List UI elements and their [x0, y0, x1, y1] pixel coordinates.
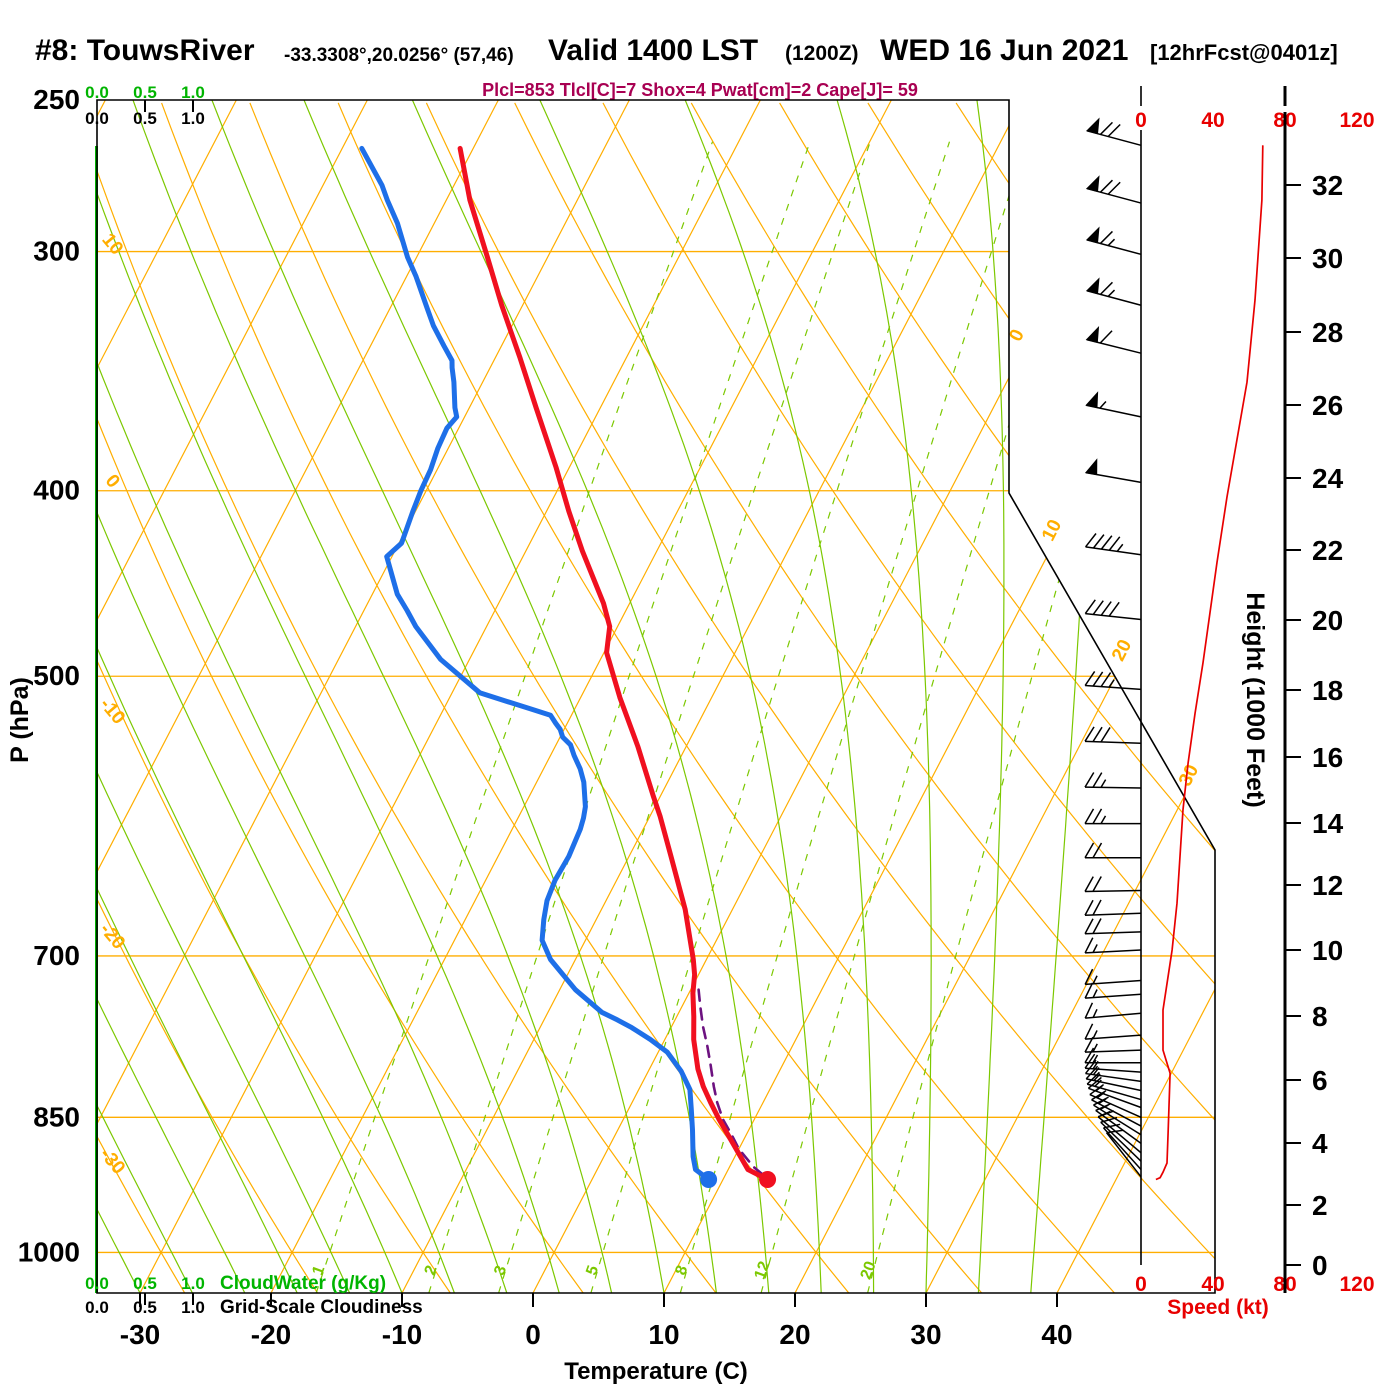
height-tick-label: 8	[1312, 1001, 1328, 1032]
wind-barbs	[1084, 117, 1142, 1178]
height-axis-title: Height (1000 Feet)	[1241, 592, 1269, 807]
valid-time: Valid 1400 LST	[548, 34, 759, 67]
pressure-tick-label: 400	[33, 475, 80, 506]
speed-tick-label: 120	[1339, 1273, 1374, 1296]
temperature-curve	[457, 145, 771, 1182]
isotherm-label: 30	[1175, 761, 1203, 789]
cloud-scale-tick-label: 0.5	[133, 1274, 157, 1293]
speed-tick-label: 0	[1135, 109, 1147, 132]
cloud-scale-tick-label: 0.0	[85, 83, 109, 102]
parcel-path-curve	[697, 988, 766, 1178]
valid-date: WED 16 Jun 2021	[880, 34, 1129, 67]
mixing-ratio-lines	[315, 141, 1186, 1293]
height-tick-label: 6	[1312, 1065, 1328, 1096]
wind-speed-profile	[1155, 145, 1264, 1181]
dry-adiabat-label: 0	[101, 471, 124, 493]
height-tick-label: 18	[1312, 675, 1343, 706]
height-tick-label: 10	[1312, 935, 1343, 966]
station-title: #8: TouwsRiver	[35, 34, 255, 67]
cloud-scale-tick-label: 0.5	[133, 83, 157, 102]
cloud-scale-tick-label: 0.5	[133, 109, 157, 128]
valid-zulu: (1200Z)	[785, 42, 859, 65]
temperature-tick-label: 0	[525, 1319, 541, 1350]
pressure-tick-label: 500	[33, 660, 80, 691]
skewt-grid	[97, 100, 1215, 1293]
dry-adiabat-label: -20	[95, 919, 129, 954]
height-tick-label: 32	[1312, 170, 1343, 201]
temperature-tick-label: -20	[251, 1319, 291, 1350]
mixing-ratio-label: 20	[858, 1259, 880, 1282]
height-tick-label: 16	[1312, 742, 1343, 773]
height-tick-label: 28	[1312, 317, 1343, 348]
height-tick-label: 0	[1312, 1250, 1328, 1281]
cloud-scale-tick-label: 0.0	[85, 1298, 109, 1317]
cloud-scale-tick-label: 1.0	[181, 1274, 205, 1293]
forecast-tag: [12hrFcst@0401z]	[1150, 40, 1338, 65]
speed-axis-title: Speed (kt)	[1167, 1296, 1269, 1319]
pressure-tick-label: 250	[33, 84, 80, 115]
mixing-ratio-label: 3	[491, 1263, 510, 1277]
height-tick-label: 24	[1312, 463, 1344, 494]
pressure-axis-title: P (hPa)	[6, 677, 34, 763]
height-tick-label: 20	[1312, 605, 1343, 636]
temperature-tick-label: 40	[1041, 1319, 1072, 1350]
isotherm-label: 10	[1038, 516, 1066, 544]
pressure-tick-label: 300	[33, 236, 80, 267]
pressure-tick-label: 700	[33, 940, 80, 971]
surface-temperature-dot	[759, 1171, 777, 1189]
moist-adiabat-lines	[97, 100, 1097, 1293]
cloud-scale-tick-label: 1.0	[181, 1298, 205, 1317]
pressure-tick-label: 1000	[18, 1236, 80, 1267]
isobar-lines	[97, 250, 1215, 1254]
isotherm-label: 20	[1108, 636, 1136, 664]
height-tick-label: 12	[1312, 870, 1343, 901]
pressure-tick-label: 850	[33, 1101, 80, 1132]
axis-ticks	[139, 86, 1301, 1307]
dry-adiabat-lines	[97, 102, 1215, 1293]
height-tick-label: 30	[1312, 243, 1343, 274]
cloud-scale-tick-label: 0.0	[85, 109, 109, 128]
mixing-ratio-label: 5	[583, 1263, 602, 1277]
station-coords: -33.3308°,20.0256° (57,46)	[284, 45, 514, 66]
mixing-ratio-label: 12	[751, 1259, 773, 1282]
height-tick-label: 4	[1312, 1128, 1328, 1159]
temperature-tick-label: -30	[120, 1319, 160, 1350]
speed-tick-label: 40	[1201, 109, 1224, 132]
cloud-scale-tick-label: 1.0	[181, 109, 205, 128]
speed-tick-label: 40	[1201, 1273, 1224, 1296]
dry-adiabat-label: 10	[97, 230, 127, 260]
height-tick-label: 14	[1312, 808, 1344, 839]
dry-adiabat-label: -10	[95, 694, 129, 729]
cloud-scale-tick-label: 1.0	[181, 83, 205, 102]
temperature-tick-label: 30	[910, 1319, 941, 1350]
height-tick-label: 2	[1312, 1190, 1328, 1221]
speed-scale: 0040408080120120Speed (kt)	[1135, 109, 1374, 1319]
temperature-tick-label: -10	[382, 1319, 422, 1350]
cloud-scale-title: CloudWater (g/Kg)	[220, 1273, 386, 1294]
height-tick-label: 26	[1312, 390, 1343, 421]
surface-dewpoint-dot	[700, 1171, 718, 1189]
sounding-curves	[359, 145, 771, 1182]
height-tick-label: 22	[1312, 535, 1343, 566]
dewpoint-curve	[359, 145, 712, 1182]
plot-border	[96, 99, 1216, 1294]
speed-tick-label: 120	[1339, 109, 1374, 132]
dry-adiabat-label: -30	[95, 1144, 129, 1179]
mixing-ratio-label: 8	[672, 1263, 691, 1277]
temperature-tick-label: 20	[779, 1319, 810, 1350]
stability-parameters: Plcl=853 Tlcl[C]=7 Shox=4 Pwat[cm]=2 Cap…	[482, 80, 918, 100]
temperature-axis-title: Temperature (C)	[564, 1358, 748, 1385]
temperature-tick-label: 10	[648, 1319, 679, 1350]
cloud-scale-tick-label: 0.0	[85, 1274, 109, 1293]
speed-tick-label: 0	[1135, 1273, 1147, 1296]
cloud-scale-title: Grid-Scale Cloudiness	[220, 1297, 423, 1318]
